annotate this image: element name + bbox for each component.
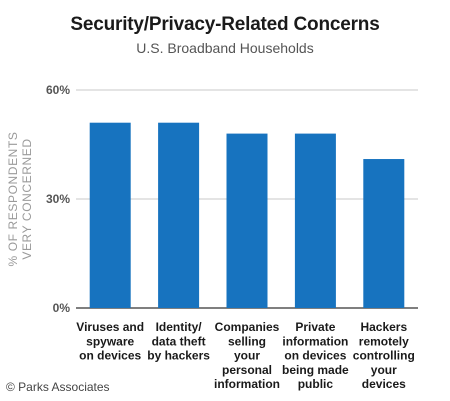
x-tick-label: on devices (284, 349, 346, 363)
y-axis-title: % OF RESPONDENTS VERY CONCERNED (6, 132, 34, 267)
y-axis-title-line: % OF RESPONDENTS (6, 132, 20, 267)
x-tick-label: controlling (353, 349, 415, 363)
x-tick-label: your (371, 363, 397, 377)
x-tick-label: personal (222, 363, 272, 377)
x-tick-label: selling (228, 334, 266, 348)
chart-subtitle: U.S. Broadband Households (136, 40, 314, 56)
y-axis-title-line: VERY CONCERNED (20, 138, 34, 259)
y-tick-label: 0% (53, 301, 71, 315)
chart-title: Security/Privacy-Related Concerns (70, 14, 380, 35)
bars (89, 122, 405, 308)
bar (89, 122, 131, 308)
x-tick-label: information (214, 377, 280, 391)
bar (294, 133, 336, 308)
y-axis-ticks: 0% 30% 60% (46, 83, 70, 315)
y-tick-label: 60% (46, 83, 70, 97)
x-tick-label: by hackers (147, 349, 210, 363)
x-tick-label: Hackers (360, 320, 407, 334)
x-tick-label: your (234, 349, 260, 363)
x-tick-label: being made (282, 363, 349, 377)
x-tick-label: devices (362, 377, 406, 391)
bar (158, 122, 200, 308)
y-tick-label: 30% (46, 192, 70, 206)
x-tick-label: remotely (359, 334, 409, 348)
bar (363, 159, 405, 308)
x-tick-label: Private (295, 320, 335, 334)
x-tick-label: Viruses and (76, 320, 144, 334)
x-tick-label: on devices (79, 349, 141, 363)
x-tick-label: Identity/ (156, 320, 203, 334)
x-tick-label: information (282, 334, 348, 348)
x-tick-label: data theft (152, 334, 206, 348)
x-tick-label: Companies (215, 320, 280, 334)
copyright-credit: © Parks Associates (6, 380, 110, 394)
bar (226, 133, 268, 308)
x-tick-label: public (298, 377, 334, 391)
x-tick-label: spyware (86, 334, 134, 348)
